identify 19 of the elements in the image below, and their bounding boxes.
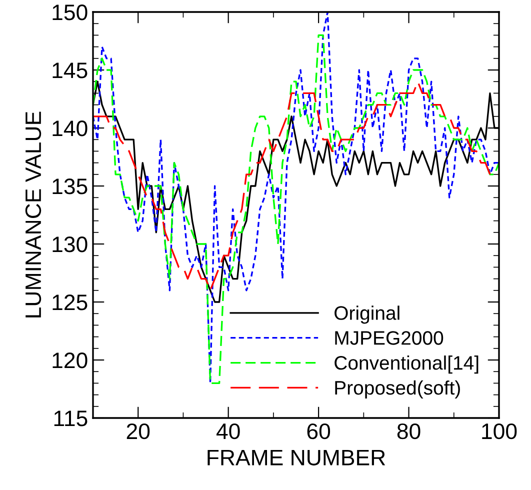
x-tick-label: 100 [482,423,517,440]
y-tick-label: 120 [52,352,88,368]
y-tick-label: 150 [52,4,88,20]
y-tick-label: 125 [52,294,88,310]
y-tick-label: 115 [54,410,88,426]
y-tick-label: 145 [52,62,88,78]
y-axis-title: LUMINANCE VALUE [25,112,42,318]
x-tick-label: 60 [307,423,330,440]
legend-label: Conventional[14] [334,356,478,374]
x-tick-label: 80 [397,423,420,440]
legend-label: MJPEG2000 [335,331,444,345]
x-tick-label: 20 [126,423,150,440]
y-tick-label: 135 [52,178,88,194]
legend-label: Proposed(soft) [335,380,460,399]
y-tick-label: 130 [52,236,88,252]
x-axis-title: FRAME NUMBER [208,450,386,466]
x-tick-label: 40 [216,423,240,440]
y-tick-label: 140 [52,120,88,136]
legend-label: Original [334,306,400,324]
